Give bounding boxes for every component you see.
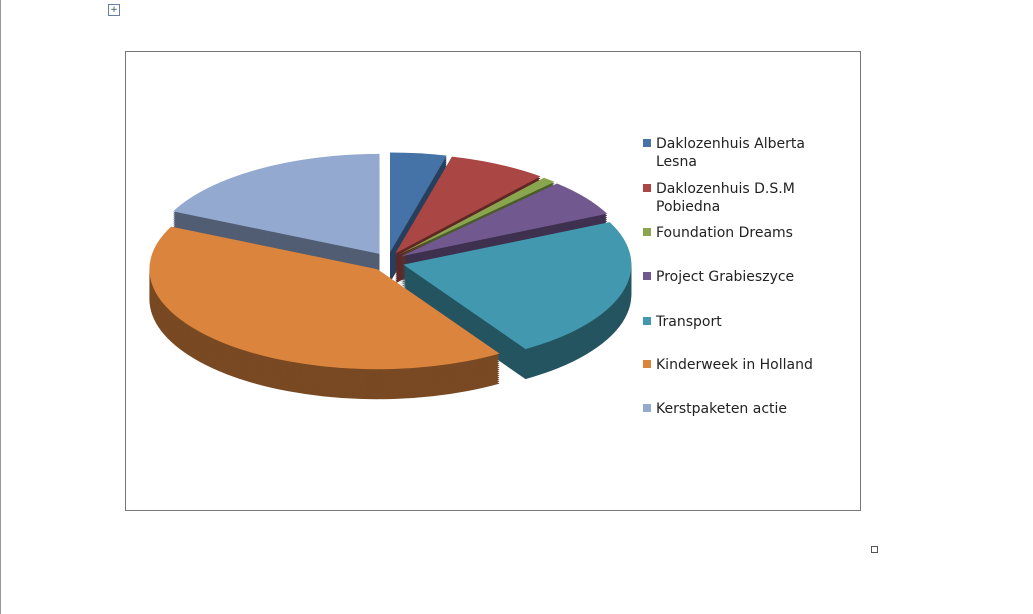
legend-entry: Daklozenhuis D.S.M Pobiedna bbox=[643, 180, 818, 216]
slice bbox=[149, 226, 500, 370]
legend-swatch bbox=[643, 317, 651, 325]
legend-label: Transport bbox=[656, 314, 722, 330]
legend-label: Kerstpaketen actie bbox=[656, 401, 788, 417]
legend-label: Foundation Dreams bbox=[656, 225, 793, 241]
slice bbox=[400, 183, 608, 257]
page-edge bbox=[0, 0, 1, 614]
legend-entry: Transport bbox=[643, 313, 818, 331]
legend-swatch bbox=[643, 272, 651, 280]
slice bbox=[390, 152, 447, 253]
slice bbox=[173, 153, 380, 254]
legend-entry: Project Grabieszyce bbox=[643, 268, 818, 286]
legend-entry: Kerstpaketen actie bbox=[643, 400, 818, 418]
legend-entry: Kinderweek in Holland bbox=[643, 356, 818, 374]
legend-swatch bbox=[643, 228, 651, 236]
move-handle[interactable]: + bbox=[108, 4, 120, 16]
resize-handle[interactable] bbox=[871, 546, 878, 553]
legend-swatch bbox=[643, 139, 651, 147]
legend-label: Project Grabieszyce bbox=[656, 269, 795, 285]
slice bbox=[395, 156, 541, 254]
legend-swatch bbox=[643, 404, 651, 412]
slice bbox=[398, 177, 555, 255]
legend-swatch bbox=[643, 360, 651, 368]
legend-label: Daklozenhuis Alberta Lesna bbox=[656, 136, 805, 170]
legend-swatch bbox=[643, 184, 651, 192]
legend-entry: Daklozenhuis Alberta Lesna bbox=[643, 135, 818, 171]
legend-label: Kinderweek in Holland bbox=[656, 357, 813, 373]
legend-label: Daklozenhuis D.S.M Pobiedna bbox=[656, 181, 795, 215]
slice bbox=[403, 222, 632, 350]
chart-frame bbox=[125, 51, 861, 511]
legend-entry: Foundation Dreams bbox=[643, 224, 818, 242]
